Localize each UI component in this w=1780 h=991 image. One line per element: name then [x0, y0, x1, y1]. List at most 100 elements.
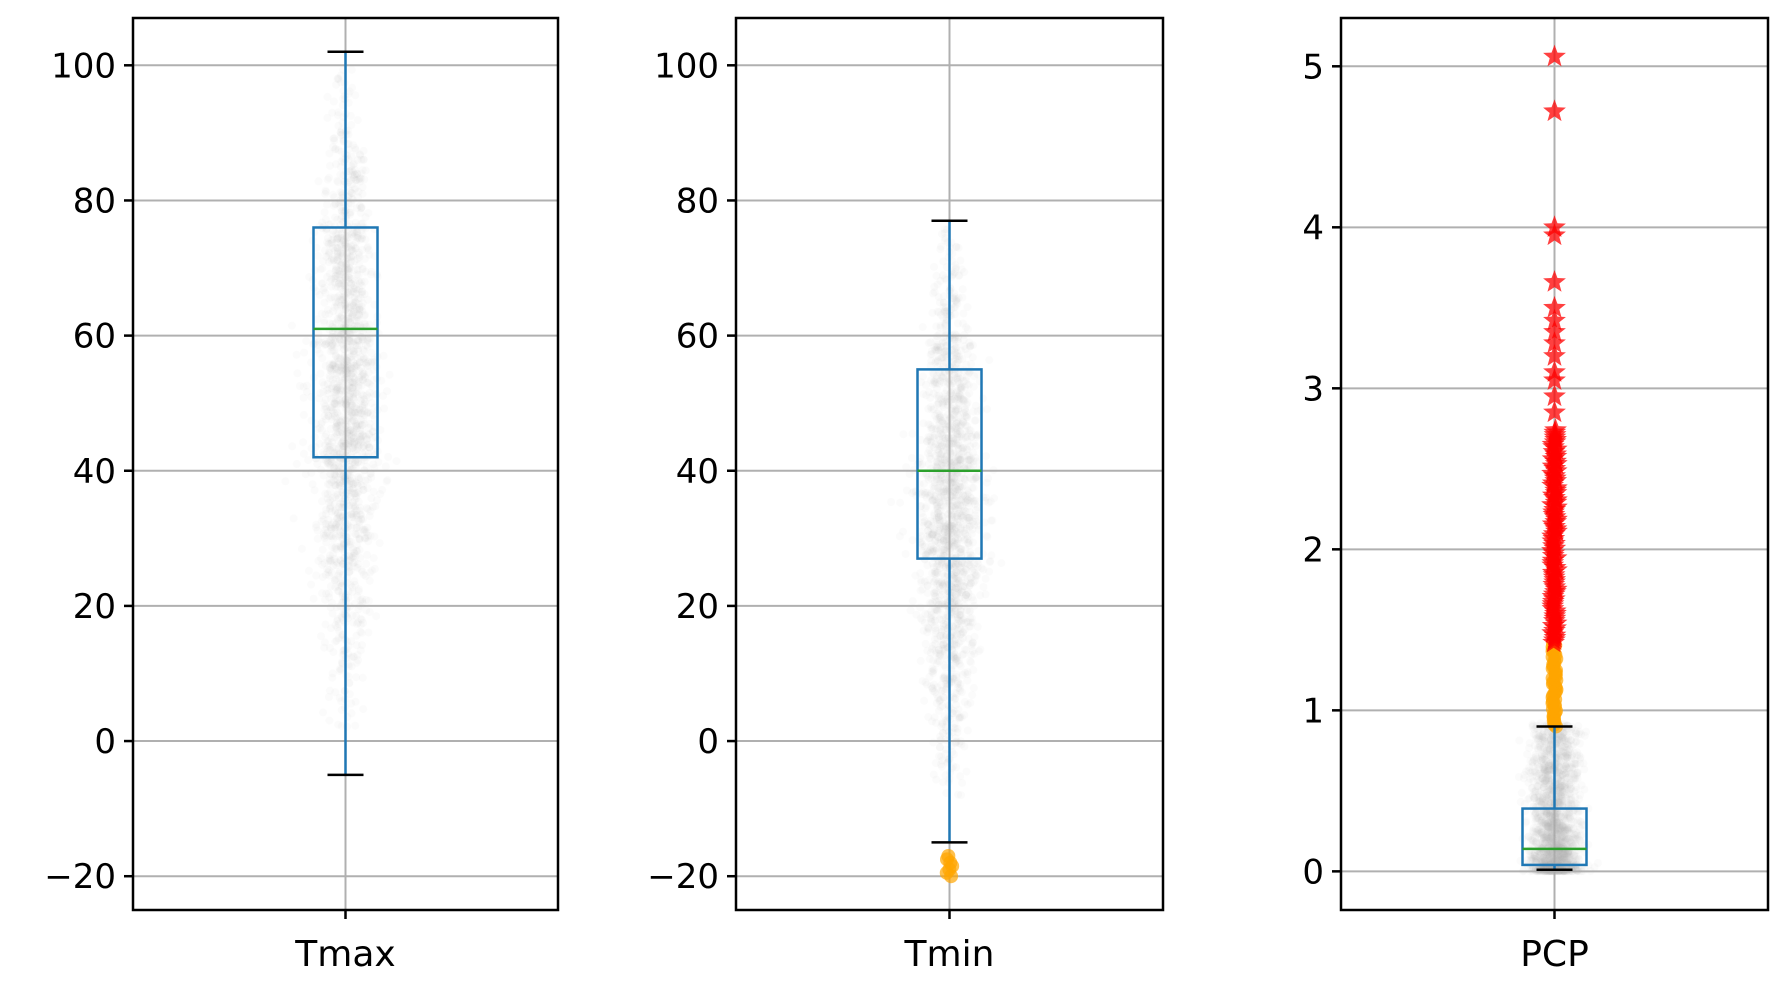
- scatter-point: [939, 292, 948, 301]
- scatter-point: [328, 543, 337, 551]
- scatter-point: [899, 527, 907, 536]
- scatter-point: [345, 353, 354, 362]
- scatter-point: [353, 523, 361, 532]
- scatter-point: [322, 448, 331, 457]
- scatter-point: [353, 479, 362, 488]
- scatter-point: [355, 341, 364, 350]
- scatter-point: [336, 418, 345, 427]
- scatter-point: [952, 527, 961, 536]
- scatter-point: [353, 169, 362, 178]
- scatter-point: [945, 425, 954, 434]
- scatter-point: [350, 159, 358, 168]
- scatter-point: [359, 335, 368, 344]
- scatter-point: [348, 171, 357, 180]
- scatter-point: [330, 193, 339, 202]
- scatter-point: [331, 396, 340, 405]
- scatter-point: [955, 509, 964, 518]
- scatter-point: [357, 515, 366, 524]
- scatter-point: [336, 417, 345, 426]
- scatter-point: [927, 441, 936, 450]
- scatter-point: [341, 257, 350, 266]
- scatter-point: [333, 489, 342, 498]
- scatter-point: [939, 337, 948, 346]
- scatter-point: [342, 249, 351, 258]
- scatter-point: [321, 525, 330, 534]
- scatter-point: [331, 544, 339, 553]
- scatter-point: [333, 272, 342, 281]
- scatter-point: [369, 427, 377, 436]
- scatter-point: [908, 429, 917, 438]
- scatter-point: [333, 419, 341, 428]
- scatter-point: [334, 266, 343, 275]
- scatter-point: [919, 479, 928, 488]
- scatter-point: [346, 208, 355, 217]
- scatter-point: [327, 478, 336, 487]
- scatter-point: [953, 583, 962, 592]
- scatter-point: [337, 697, 346, 706]
- scatter-point: [385, 370, 394, 379]
- scatter-point: [336, 188, 345, 197]
- scatter-point: [966, 522, 975, 530]
- scatter-point: [326, 347, 335, 356]
- scatter-point: [330, 359, 339, 368]
- scatter-point: [345, 412, 354, 420]
- scatter-point: [366, 507, 375, 516]
- scatter-point: [323, 92, 332, 101]
- scatter-point: [352, 303, 361, 312]
- scatter-point: [348, 83, 357, 92]
- scatter-point: [304, 456, 313, 465]
- scatter-point: [926, 393, 935, 402]
- scatter-point: [315, 439, 324, 448]
- scatter-point: [332, 262, 341, 271]
- scatter-point: [333, 385, 342, 394]
- y-tick-label: 60: [676, 317, 719, 357]
- scatter-point: [337, 295, 346, 304]
- scatter-point: [318, 418, 327, 426]
- scatter-point: [333, 510, 342, 519]
- scatter-point: [347, 162, 356, 171]
- scatter-point: [917, 546, 926, 555]
- scatter-point: [365, 512, 374, 520]
- scatter-point: [322, 538, 331, 547]
- scatter-point: [328, 332, 337, 341]
- scatter-point: [358, 390, 366, 399]
- scatter-point: [345, 263, 354, 272]
- scatter-point: [320, 208, 329, 217]
- scatter-point: [336, 162, 345, 171]
- scatter-point: [360, 277, 369, 286]
- scatter-point: [350, 293, 359, 302]
- scatter-point: [353, 311, 361, 320]
- scatter-point: [338, 234, 346, 243]
- scatter-point: [360, 290, 369, 299]
- scatter-point: [361, 397, 370, 406]
- scatter-point: [367, 399, 376, 408]
- scatter-point: [359, 355, 368, 364]
- scatter-point: [952, 641, 961, 650]
- scatter-point: [352, 328, 361, 337]
- scatter-point: [353, 175, 362, 184]
- scatter-point: [333, 255, 342, 264]
- scatter-point: [348, 195, 357, 204]
- scatter-point: [337, 544, 345, 552]
- scatter-point: [349, 429, 358, 438]
- scatter-point: [939, 674, 948, 683]
- scatter-point: [347, 121, 356, 129]
- scatter-point: [350, 489, 358, 498]
- scatter-point: [322, 430, 331, 439]
- scatter-point: [363, 336, 372, 345]
- scatter-point: [345, 397, 354, 406]
- scatter-point: [339, 277, 348, 286]
- scatter-point: [345, 337, 354, 346]
- scatter-point: [365, 380, 374, 389]
- scatter-point: [360, 319, 369, 328]
- scatter-point: [367, 494, 376, 503]
- scatter-point: [327, 507, 336, 516]
- scatter-point: [323, 386, 332, 395]
- scatter-point: [361, 432, 370, 441]
- scatter-point: [348, 444, 357, 453]
- scatter-point: [333, 491, 342, 499]
- scatter-point: [323, 380, 332, 388]
- scatter-point: [325, 475, 334, 484]
- scatter-point: [341, 283, 350, 292]
